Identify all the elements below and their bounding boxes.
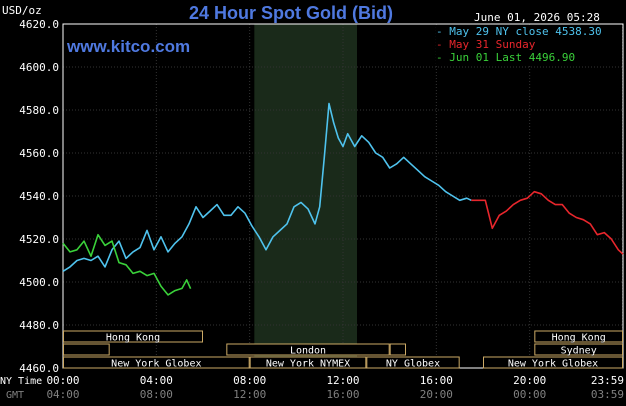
y-tick-label: 4500.0 (19, 276, 59, 289)
session-label: New York Globex (508, 359, 598, 370)
session-bar (534, 330, 623, 343)
session-label: London (290, 346, 326, 357)
series-line-may-31 (471, 190, 624, 255)
session-bar (226, 343, 390, 356)
x-tick-label-ny: 16:00 (420, 374, 453, 387)
x-tick-label-ny: 08:00 (233, 374, 266, 387)
series-line-jun-01 (62, 233, 192, 296)
session-label: Hong Kong (106, 333, 160, 344)
legend-label-may29: May 29 NY close 4538.30 (449, 25, 602, 38)
x-tick-label-ny: 12:00 (326, 374, 359, 387)
y-tick-label: 4600.0 (19, 61, 59, 74)
x-tick-label-gmt: 12:00 (233, 388, 266, 401)
session-label: Sydney (561, 346, 597, 357)
session-label: Hong Kong (552, 333, 606, 344)
y-tick-label: 4460.0 (19, 362, 59, 375)
session-bar (63, 330, 203, 343)
y-tick-label: 4620.0 (19, 18, 59, 31)
x-tick-label-gmt: 04:00 (46, 388, 79, 401)
legend-item-may29: - May 29 NY close 4538.30 (436, 25, 622, 38)
timestamp: June 01, 2026 05:28 (474, 11, 600, 24)
x-tick-label-ny: 04:00 (140, 374, 173, 387)
session-label: New York Globex (111, 359, 201, 370)
y-tick-label: 4520.0 (19, 233, 59, 246)
session-bar (534, 343, 623, 356)
session-bar (63, 343, 110, 356)
session-bar (63, 356, 250, 369)
legend-label-may31: May 31 Sunday (449, 38, 536, 51)
x-tick-label-ny: 00:00 (46, 374, 79, 387)
session-label: NY Globex (386, 359, 440, 370)
y-unit-label: USD/oz (2, 4, 42, 17)
session-bar (483, 356, 623, 369)
watermark-link[interactable]: www.kitco.com (67, 37, 191, 56)
session-label: New York NYMEX (266, 359, 350, 370)
x-tick-label-gmt: 20:00 (420, 388, 453, 401)
y-tick-label: 4560.0 (19, 147, 59, 160)
x-axis-label-gmt: GMT (6, 390, 24, 401)
session-bar (389, 343, 406, 356)
x-tick-label-ny: 23:59 (591, 374, 624, 387)
session-bar (366, 356, 460, 369)
x-tick-label-gmt: 16:00 (326, 388, 359, 401)
series-line-may-29 (62, 102, 472, 272)
x-tick-label-gmt: 00:00 (513, 388, 546, 401)
legend-item-may31: - May 31 Sunday (436, 38, 622, 51)
y-tick-label: 4540.0 (19, 190, 59, 203)
legend-dash-may29: - (436, 25, 443, 38)
x-tick-label-ny: 20:00 (513, 374, 546, 387)
session-bar (249, 356, 367, 369)
x-axis-label-ny: NY Time (0, 376, 42, 387)
legend-dash-jun01: - (436, 51, 443, 64)
nymex-session-band (254, 24, 357, 368)
x-tick-label-gmt: 03:59 (591, 388, 624, 401)
chart-title: 24 Hour Spot Gold (Bid) (189, 3, 393, 23)
legend-dash-may31: - (436, 38, 443, 51)
y-tick-label: 4580.0 (19, 104, 59, 117)
y-tick-label: 4480.0 (19, 319, 59, 332)
legend-label-jun01: Jun 01 Last 4496.90 (449, 51, 576, 64)
legend: - May 29 NY close 4538.30 - May 31 Sunda… (436, 25, 622, 65)
x-tick-label-gmt: 08:00 (140, 388, 173, 401)
legend-item-jun01: - Jun 01 Last 4496.90 (436, 51, 622, 64)
